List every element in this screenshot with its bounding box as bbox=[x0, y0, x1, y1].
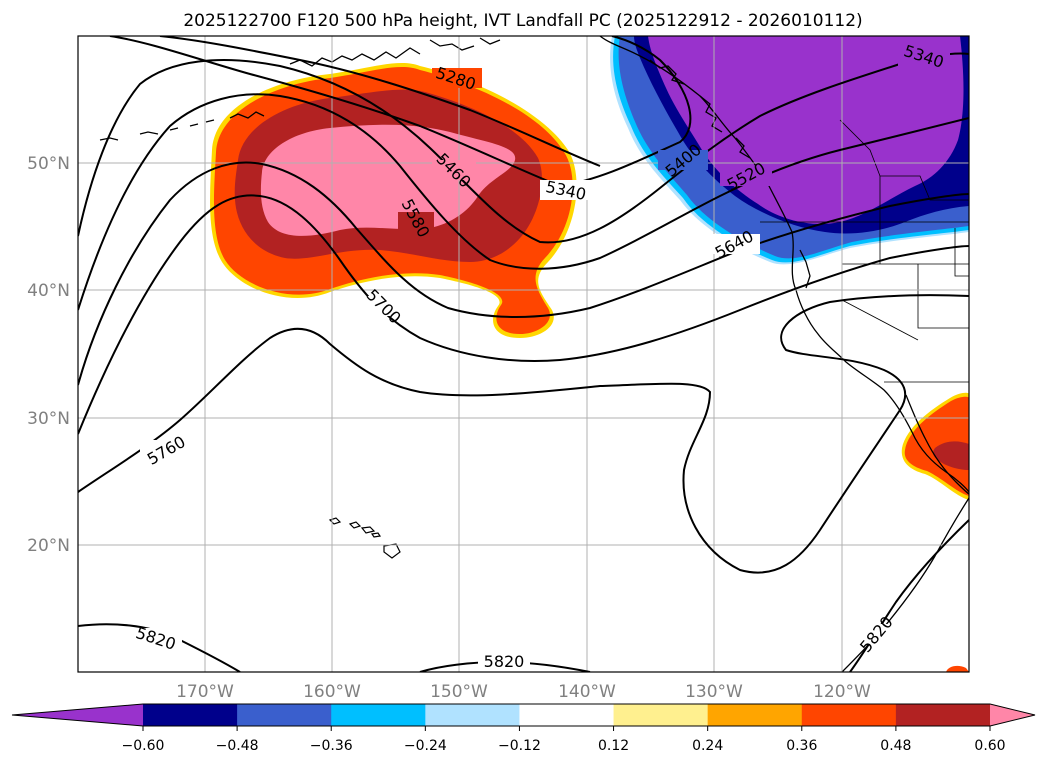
colorbar-tick-label: −0.60 bbox=[122, 738, 165, 754]
borders bbox=[760, 119, 969, 383]
colorbar-segment bbox=[519, 704, 615, 726]
positive-anomaly-mexico bbox=[901, 392, 969, 672]
lat-tick-labels: 50°N 40°N 30°N 20°N bbox=[27, 154, 70, 556]
colorbar-segment bbox=[331, 704, 426, 726]
height-contours bbox=[78, 36, 969, 672]
colorbar-segment bbox=[613, 704, 709, 726]
colorbar-tick-label: 0.48 bbox=[880, 738, 911, 754]
lon-tick-labels: 170°W 160°W 150°W 140°W 130°W 120°W bbox=[176, 682, 871, 702]
colorbar-tick-label: −0.24 bbox=[404, 738, 447, 754]
colorbar-tick-label: 0.60 bbox=[974, 738, 1005, 754]
colorbar-extend-low bbox=[12, 704, 143, 726]
colorbar-tick-label: 0.24 bbox=[692, 738, 723, 754]
map-area: 5280 5340 5460 5580 5700 5760 5820 5820 … bbox=[78, 36, 969, 672]
colorbar-tick-label: 0.12 bbox=[598, 738, 629, 754]
lon-tick-label: 170°W bbox=[176, 682, 234, 702]
graticule bbox=[78, 36, 969, 672]
lon-tick-label: 130°W bbox=[685, 682, 743, 702]
colorbar-tick-label: −0.36 bbox=[310, 738, 353, 754]
lat-tick-label: 20°N bbox=[27, 536, 70, 556]
colorbar-segment bbox=[707, 704, 803, 726]
lon-tick-label: 160°W bbox=[303, 682, 361, 702]
colorbar-extend-high bbox=[990, 704, 1035, 726]
colorbar-segment bbox=[895, 704, 991, 726]
lat-tick-label: 40°N bbox=[27, 281, 70, 301]
colorbar-tick-label: 0.36 bbox=[786, 738, 817, 754]
colorbar-tick-label: −0.48 bbox=[216, 738, 259, 754]
colorbar-segment bbox=[143, 704, 238, 726]
contour-label: 5820 bbox=[484, 652, 525, 671]
map-frame bbox=[77, 35, 970, 673]
lat-tick-label: 30°N bbox=[27, 409, 70, 429]
lon-tick-label: 140°W bbox=[558, 682, 616, 702]
map-title: 2025122700 F120 500 hPa height, IVT Land… bbox=[183, 11, 862, 31]
colorbar-segment bbox=[801, 704, 897, 726]
lat-tick-label: 50°N bbox=[27, 154, 70, 174]
colorbar-tick-label: −0.12 bbox=[498, 738, 541, 754]
hawaii-islands bbox=[328, 517, 401, 559]
colorbar-segment bbox=[237, 704, 332, 726]
lon-tick-label: 150°W bbox=[430, 682, 488, 702]
colorbar-segment bbox=[425, 704, 520, 726]
lon-tick-label: 120°W bbox=[813, 682, 871, 702]
colorbar: −0.60 −0.48 −0.36 −0.24 −0.12 0.12 0.24 0.36 0.4… bbox=[11, 703, 1036, 754]
positive-anomaly-pacific bbox=[210, 63, 577, 338]
